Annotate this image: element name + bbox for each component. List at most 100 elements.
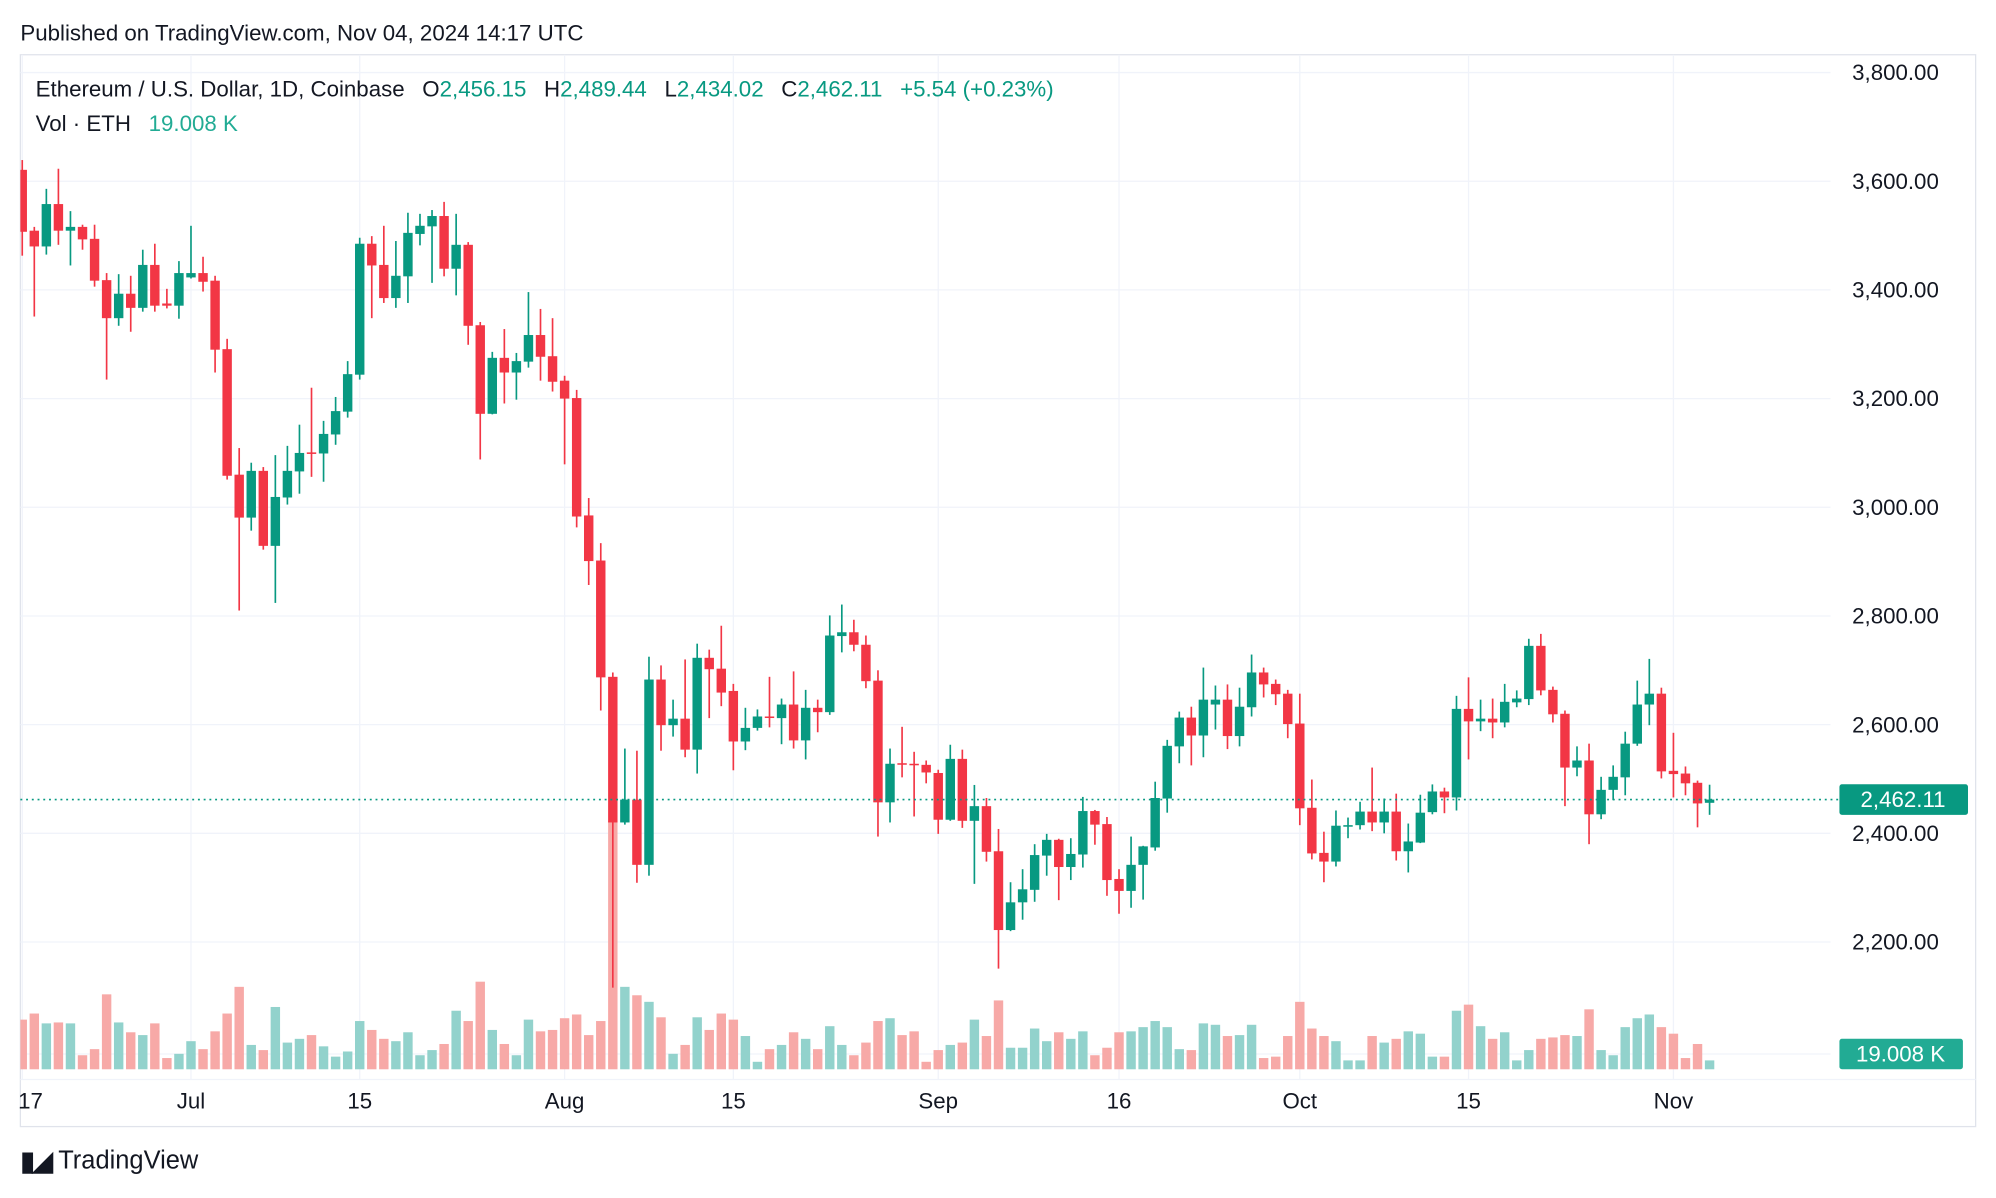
volume-bar[interactable] xyxy=(1680,1058,1691,1070)
candle[interactable] xyxy=(1138,845,1148,900)
volume-bar[interactable] xyxy=(957,1042,968,1070)
candle[interactable] xyxy=(1644,658,1655,726)
candle[interactable] xyxy=(1222,684,1233,750)
volume-bar[interactable] xyxy=(306,1035,317,1070)
volume-bar[interactable] xyxy=(680,1044,690,1070)
candle[interactable] xyxy=(5,166,14,214)
candle[interactable] xyxy=(1186,706,1197,766)
candle[interactable] xyxy=(1295,693,1305,826)
volume-bar[interactable] xyxy=(1102,1047,1112,1070)
volume-bar[interactable] xyxy=(113,1022,124,1070)
volume-bar[interactable] xyxy=(1692,1043,1703,1070)
candle[interactable] xyxy=(294,424,305,494)
volume-bar[interactable] xyxy=(1283,1036,1293,1070)
candle[interactable] xyxy=(403,212,413,303)
candle[interactable] xyxy=(559,375,570,465)
volume-bar[interactable] xyxy=(1222,1036,1233,1070)
candle[interactable] xyxy=(18,160,27,256)
candle[interactable] xyxy=(1126,836,1136,908)
candle[interactable] xyxy=(620,748,630,825)
candle[interactable] xyxy=(126,275,136,332)
volume-bar[interactable] xyxy=(837,1044,847,1070)
volume-bar[interactable] xyxy=(1090,1055,1100,1070)
candle[interactable] xyxy=(101,273,112,380)
candle[interactable] xyxy=(1439,787,1450,814)
candle[interactable] xyxy=(933,769,943,834)
volume-bar[interactable] xyxy=(391,1041,401,1070)
volume-bar[interactable] xyxy=(1572,1036,1582,1070)
candle[interactable] xyxy=(1499,683,1510,728)
volume-bar[interactable] xyxy=(849,1055,859,1070)
candle[interactable] xyxy=(174,261,184,319)
volume-bar[interactable] xyxy=(981,1036,992,1070)
candle[interactable] xyxy=(1692,780,1703,828)
candle[interactable] xyxy=(439,201,449,277)
candle[interactable] xyxy=(752,709,763,731)
volume-bar[interactable] xyxy=(210,1031,220,1070)
candle[interactable] xyxy=(1656,687,1667,779)
volume-bar[interactable] xyxy=(318,1046,329,1070)
volume-bar[interactable] xyxy=(1560,1035,1570,1070)
volume-bar[interactable] xyxy=(379,1038,389,1070)
volume-bar[interactable] xyxy=(752,1061,763,1070)
volume-bar[interactable] xyxy=(1536,1038,1546,1070)
volume-bar[interactable] xyxy=(861,1042,871,1070)
volume-bar[interactable] xyxy=(921,1061,931,1070)
candle[interactable] xyxy=(547,318,558,392)
candle[interactable] xyxy=(499,329,510,404)
candle[interactable] xyxy=(1029,844,1040,902)
volume-bar[interactable] xyxy=(1379,1042,1389,1070)
volume-bar[interactable] xyxy=(1439,1056,1450,1070)
volume-bar[interactable] xyxy=(523,1019,534,1070)
volume-bar[interactable] xyxy=(596,1021,606,1070)
volume-bar[interactable] xyxy=(126,1032,136,1070)
volume-bar[interactable] xyxy=(1475,1026,1486,1070)
volume-bar[interactable] xyxy=(571,1014,582,1070)
candle[interactable] xyxy=(1704,784,1715,815)
candle[interactable] xyxy=(692,643,702,774)
volume-bar[interactable] xyxy=(716,1013,726,1070)
volume-bar[interactable] xyxy=(174,1053,184,1070)
volume-bar[interactable] xyxy=(463,1021,473,1070)
candle[interactable] xyxy=(1054,838,1064,901)
candle[interactable] xyxy=(981,797,992,862)
candle[interactable] xyxy=(1668,732,1679,798)
candle[interactable] xyxy=(1090,809,1100,845)
candle[interactable] xyxy=(282,445,293,505)
candle[interactable] xyxy=(427,210,437,283)
volume-bar[interactable] xyxy=(234,986,244,1070)
volume-bar[interactable] xyxy=(1620,1027,1630,1070)
candle[interactable] xyxy=(873,670,883,837)
volume-bar[interactable] xyxy=(993,1000,1004,1070)
volume-bar[interactable] xyxy=(1174,1049,1184,1070)
volume-bar[interactable] xyxy=(1451,1010,1462,1070)
candle[interactable] xyxy=(65,211,76,266)
volume-bar[interactable] xyxy=(885,1018,895,1070)
candle[interactable] xyxy=(1174,711,1184,764)
volume-bar[interactable] xyxy=(186,1041,196,1070)
candle[interactable] xyxy=(355,237,365,380)
volume-bar[interactable] xyxy=(535,1031,546,1070)
volume-bar[interactable] xyxy=(1005,1047,1016,1070)
volume-bar[interactable] xyxy=(198,1049,208,1070)
volume-bar[interactable] xyxy=(644,1001,654,1070)
candle[interactable] xyxy=(825,615,835,715)
candle[interactable] xyxy=(571,389,582,528)
candle[interactable] xyxy=(1608,765,1618,801)
volume-bar[interactable] xyxy=(668,1053,678,1070)
candle[interactable] xyxy=(1355,801,1365,830)
volume-bar[interactable] xyxy=(1198,1023,1209,1070)
volume-bar[interactable] xyxy=(1210,1024,1221,1070)
volume-bar[interactable] xyxy=(294,1038,305,1070)
candle[interactable] xyxy=(812,699,823,733)
volume-bar[interactable] xyxy=(367,1029,377,1070)
volume-bar[interactable] xyxy=(101,994,112,1070)
candle[interactable] xyxy=(415,213,425,246)
volume-bar[interactable] xyxy=(18,1019,27,1070)
candle[interactable] xyxy=(837,604,847,653)
candle[interactable] xyxy=(596,543,606,711)
volume-bar[interactable] xyxy=(451,1010,461,1070)
volume-bar[interactable] xyxy=(1656,1027,1667,1070)
candle[interactable] xyxy=(608,672,618,988)
volume-label[interactable]: Vol · ETH xyxy=(35,110,131,137)
